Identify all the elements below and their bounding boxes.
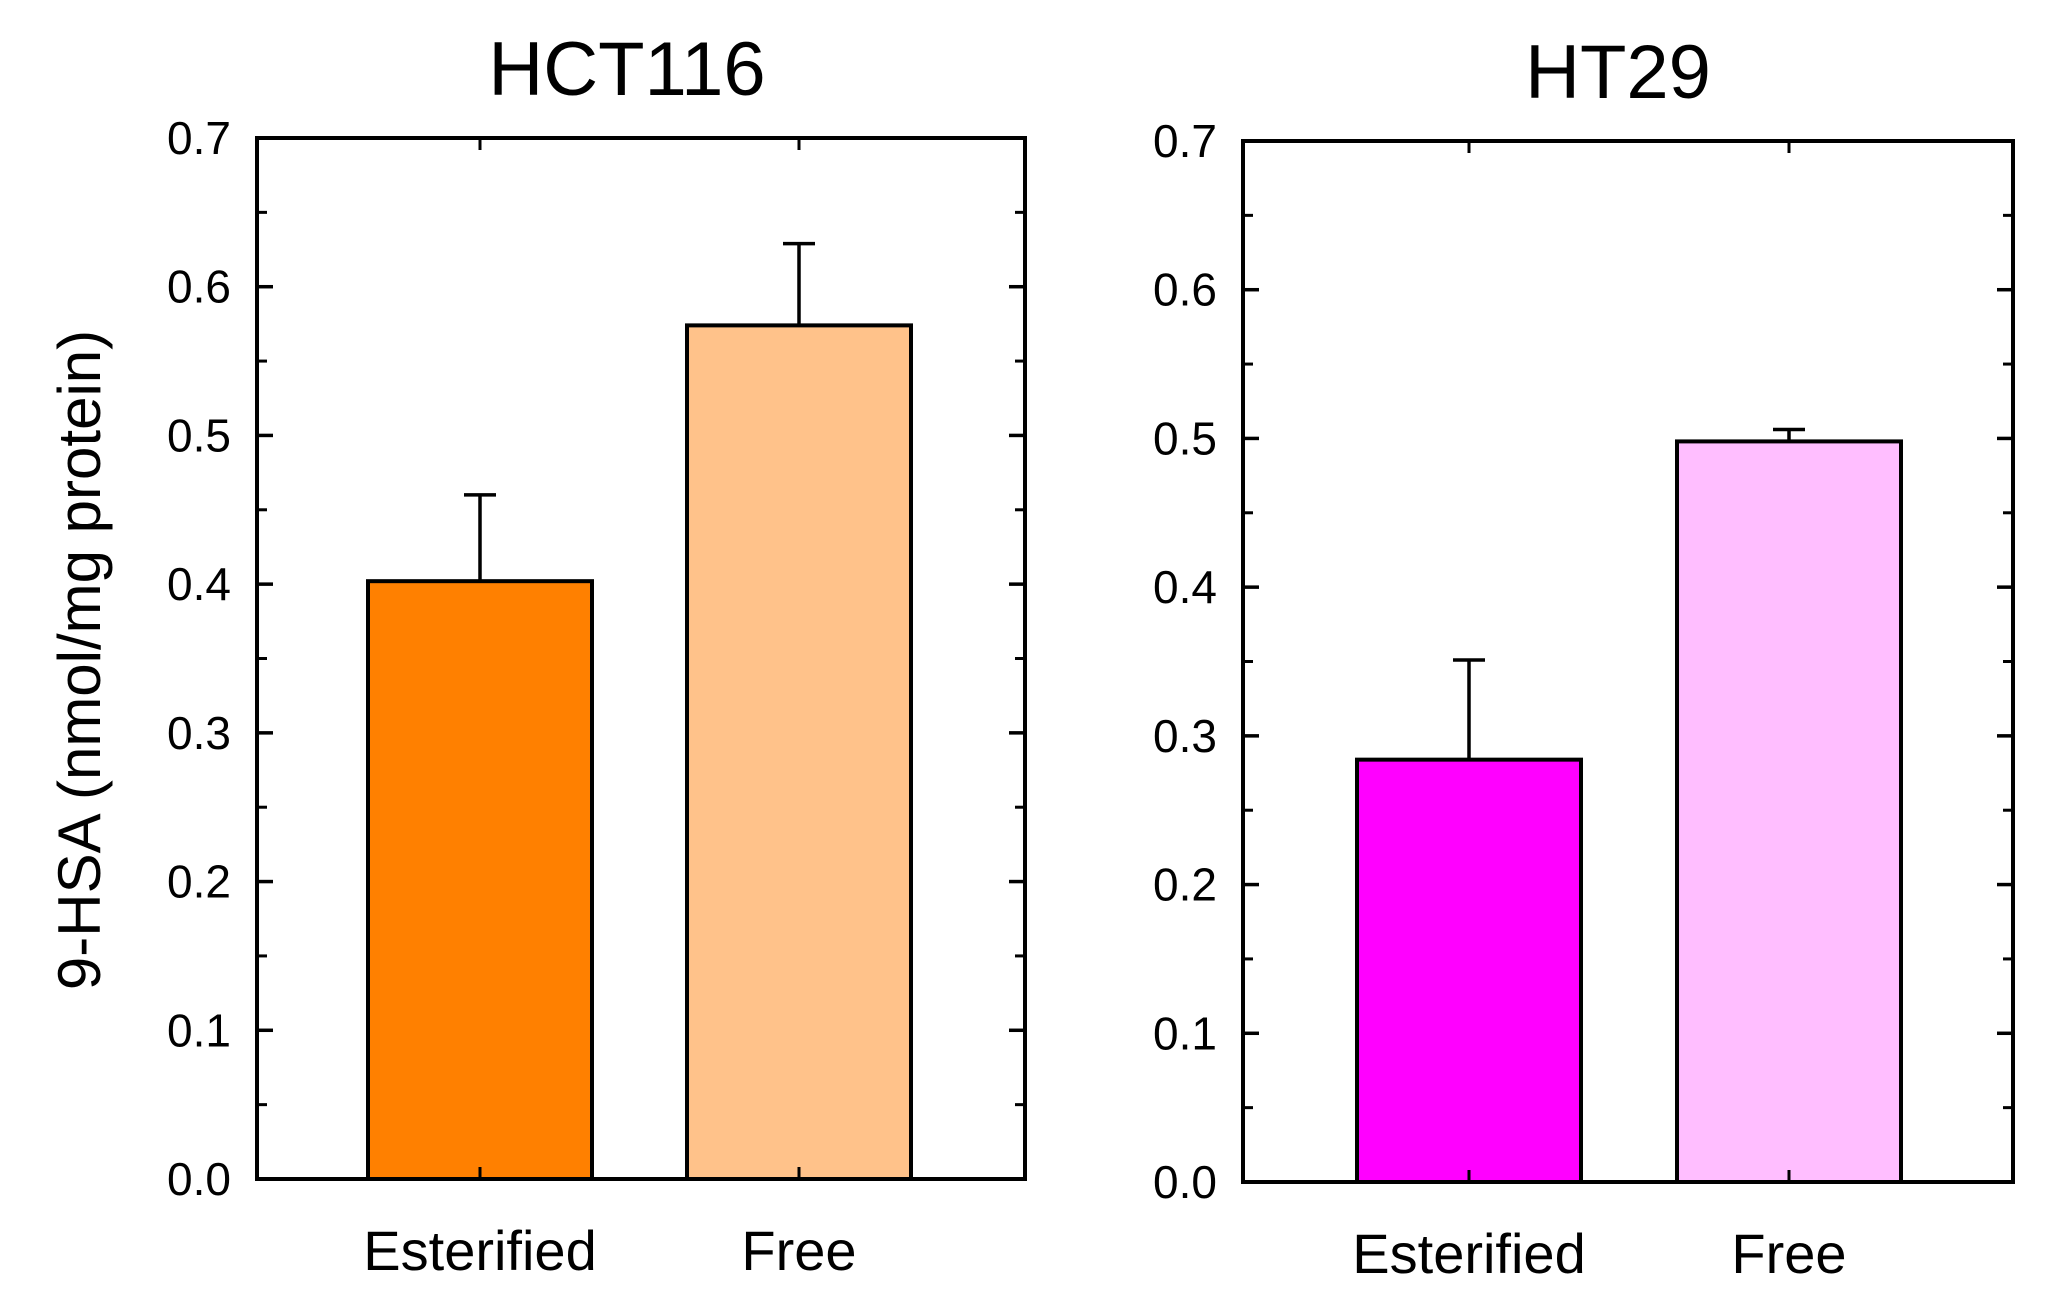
y-axis-label: 9-HSA (nmol/mg protein) (46, 330, 113, 990)
plot-frame (1241, 139, 2015, 1184)
x-tick-label: Esterified (1352, 1222, 1585, 1285)
y-tick-label: 0.0 (167, 1153, 231, 1205)
x-tick-label: Esterified (363, 1219, 596, 1282)
chart-title: HCT116 (488, 27, 765, 112)
panel-hct116: HCT116 Esterified Free 0.0 0.1 0.2 0.3 0.4 0.5 0.… (167, 27, 1027, 1282)
y-tick-label: 0.2 (167, 856, 231, 908)
y-tick-label: 0.2 (1153, 859, 1217, 911)
chart-title: HT29 (1525, 30, 1711, 115)
y-tick-label: 0.6 (167, 261, 231, 313)
x-tick-label: Free (1731, 1222, 1846, 1285)
bar-free (1675, 439, 1903, 1185)
y-tick-label: 0.5 (167, 409, 231, 461)
bar-esterified (366, 579, 594, 1181)
y-tick-label: 0.3 (1153, 710, 1217, 762)
y-tick-label: 0.0 (1153, 1156, 1217, 1208)
y-tick-label: 0.7 (167, 112, 231, 164)
y-tick-label: 0.4 (167, 558, 231, 610)
y-tick-label: 0.5 (1153, 412, 1217, 464)
bar-free (685, 323, 913, 1181)
y-tick-label: 0.4 (1153, 561, 1217, 613)
y-tick-label: 0.1 (167, 1004, 231, 1056)
y-tick-label: 0.1 (1153, 1007, 1217, 1059)
panel-ht29: HT29 Esterified Free 0.0 0.1 0.2 0.3 0.4 0.5 0.6 0… (1153, 30, 2015, 1285)
y-tick-label: 0.3 (167, 707, 231, 759)
plot-frame (255, 136, 1027, 1181)
bar-esterified (1355, 757, 1583, 1184)
x-tick-label: Free (741, 1219, 856, 1282)
y-tick-label: 0.7 (1153, 115, 1217, 167)
y-tick-label: 0.6 (1153, 264, 1217, 316)
